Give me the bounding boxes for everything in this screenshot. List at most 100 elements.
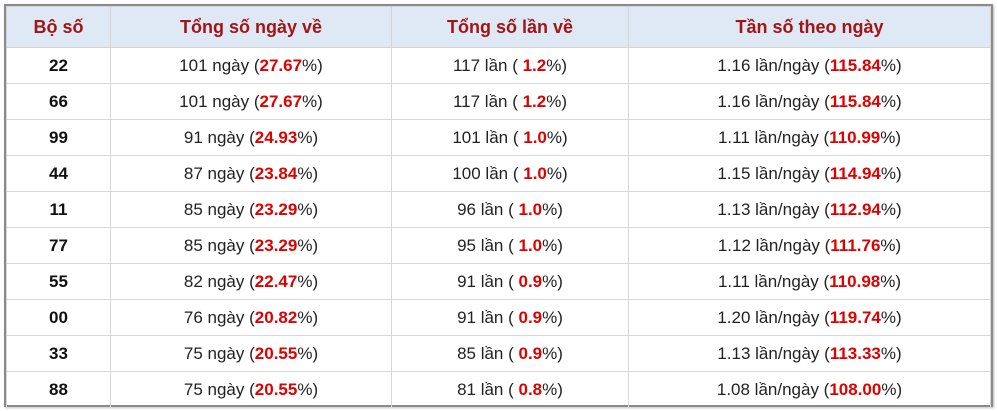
- table-body: 22 101 ngày (27.67%) 117 lần ( 1.2%) 1.16 l…: [6, 47, 991, 408]
- cell-text: %): [880, 163, 902, 183]
- cell-text: %): [542, 271, 563, 291]
- freq-cell: 1.16 lần/ngày (115.84%): [628, 47, 991, 84]
- percent-value: 27.67: [259, 91, 303, 111]
- cell-text: 101 lần (: [452, 127, 524, 147]
- cell-text: %): [297, 235, 319, 255]
- cell-text: %): [542, 307, 563, 327]
- column-header: Bộ số: [6, 6, 111, 48]
- percent-value: 108.00: [829, 379, 882, 399]
- cell-text: %): [880, 199, 902, 219]
- percent-value: 1.0: [518, 199, 543, 219]
- cell-text: %): [542, 199, 563, 219]
- percent-value: 0.9: [518, 343, 543, 363]
- cell-text: %): [880, 343, 902, 363]
- days-cell: 75 ngày (20.55%): [110, 371, 392, 408]
- times-cell: 85 lần ( 0.9%): [391, 335, 629, 372]
- cell-text: %): [880, 235, 902, 255]
- days-cell: 91 ngày (24.93%): [110, 119, 392, 156]
- freq-cell: 1.12 lần/ngày (111.76%): [628, 227, 991, 264]
- days-cell: 101 ngày (27.67%): [110, 83, 392, 120]
- cell-text: 117 lần (: [452, 55, 523, 75]
- percent-value: 23.29: [254, 235, 298, 255]
- percent-value: 110.99: [829, 127, 881, 147]
- cell-text: 85 lần (: [457, 343, 519, 363]
- percent-value: 0.8: [518, 379, 543, 399]
- table-row: 55 82 ngày (22.47%) 91 lần ( 0.9%) 1.11 lần…: [6, 263, 991, 300]
- cell-text: %): [880, 307, 902, 327]
- freq-cell: 1.15 lần/ngày (114.94%): [628, 155, 991, 192]
- cell-text: 1.16 lần/ngày (: [717, 91, 830, 111]
- cell-text: %): [542, 343, 563, 363]
- cell-text: %): [542, 379, 563, 399]
- cell-text: 1.12 lần/ngày (: [717, 235, 831, 255]
- percent-value: 0.9: [518, 307, 543, 327]
- cell-text: 96 lần (: [457, 199, 519, 219]
- number-cell: 44: [6, 155, 111, 192]
- percent-value: 0.9: [518, 271, 543, 291]
- times-cell: 96 lần ( 1.0%): [391, 191, 629, 228]
- cell-text: %): [297, 163, 319, 183]
- times-cell: 100 lần ( 1.0%): [391, 155, 629, 192]
- cell-text: 117 lần (: [452, 91, 523, 111]
- freq-cell: 1.11 lần/ngày (110.99%): [628, 119, 991, 156]
- number-cell: 55: [6, 263, 111, 300]
- number-cell: 88: [6, 371, 111, 408]
- cell-text: %): [297, 271, 319, 291]
- cell-text: %): [302, 91, 323, 111]
- cell-text: %): [302, 55, 323, 75]
- cell-text: 87 ngày (: [183, 163, 255, 183]
- cell-text: 91 lần (: [457, 307, 519, 327]
- column-header: Tổng số lần về: [391, 6, 629, 48]
- cell-text: 81 lần (: [457, 379, 519, 399]
- cell-text: 75 ngày (: [183, 343, 255, 363]
- percent-value: 115.84: [829, 91, 881, 111]
- cell-text: %): [546, 55, 568, 75]
- table-row: 66 101 ngày (27.67%) 117 lần ( 1.2%) 1.16 l…: [6, 83, 991, 120]
- cell-text: 1.15 lần/ngày (: [717, 163, 830, 183]
- number-cell: 33: [6, 335, 111, 372]
- freq-cell: 1.08 lần/ngày (108.00%): [628, 371, 991, 408]
- percent-value: 1.0: [518, 235, 543, 255]
- percent-value: 27.67: [259, 55, 303, 75]
- cell-text: %): [881, 379, 903, 399]
- freq-cell: 1.13 lần/ngày (112.94%): [628, 191, 991, 228]
- cell-text: 1.08 lần/ngày (: [716, 379, 830, 399]
- number-cell: 00: [6, 299, 111, 336]
- percent-value: 113.33: [829, 343, 881, 363]
- table-row: 88 75 ngày (20.55%) 81 lần ( 0.8%) 1.08 lần…: [6, 371, 991, 408]
- days-cell: 101 ngày (27.67%): [110, 47, 392, 84]
- times-cell: 117 lần ( 1.2%): [391, 47, 629, 84]
- cell-text: %): [880, 127, 902, 147]
- cell-text: %): [880, 271, 902, 291]
- cell-text: %): [546, 91, 568, 111]
- cell-text: %): [297, 379, 319, 399]
- days-cell: 85 ngày (23.29%): [110, 191, 392, 228]
- percent-value: 1.2: [522, 55, 547, 75]
- percent-value: 114.94: [829, 163, 881, 183]
- cell-text: 82 ngày (: [183, 271, 255, 291]
- percent-value: 22.47: [254, 271, 298, 291]
- percent-value: 20.82: [254, 307, 298, 327]
- cell-text: 1.16 lần/ngày (: [717, 55, 830, 75]
- times-cell: 95 lần ( 1.0%): [391, 227, 629, 264]
- number-cell: 11: [6, 191, 111, 228]
- percent-value: 1.0: [523, 163, 547, 183]
- table-row: 77 85 ngày (23.29%) 95 lần ( 1.0%) 1.12 lần…: [6, 227, 991, 264]
- cell-text: 75 ngày (: [183, 379, 255, 399]
- cell-text: %): [880, 91, 902, 111]
- percent-value: 20.55: [254, 379, 298, 399]
- percent-value: 1.0: [523, 127, 547, 147]
- table-row: 22 101 ngày (27.67%) 117 lần ( 1.2%) 1.16 l…: [6, 47, 991, 84]
- cell-text: 95 lần (: [457, 235, 519, 255]
- cell-text: 101 ngày (: [179, 55, 260, 75]
- cell-text: %): [297, 343, 319, 363]
- times-cell: 81 lần ( 0.8%): [391, 371, 629, 408]
- cell-text: 101 ngày (: [179, 91, 260, 111]
- cell-text: 1.13 lần/ngày (: [717, 343, 830, 363]
- cell-text: %): [297, 199, 319, 219]
- percent-value: 20.55: [254, 343, 298, 363]
- freq-cell: 1.20 lần/ngày (119.74%): [628, 299, 991, 336]
- cell-text: %): [297, 127, 319, 147]
- cell-text: 100 lần (: [452, 163, 524, 183]
- freq-cell: 1.16 lần/ngày (115.84%): [628, 83, 991, 120]
